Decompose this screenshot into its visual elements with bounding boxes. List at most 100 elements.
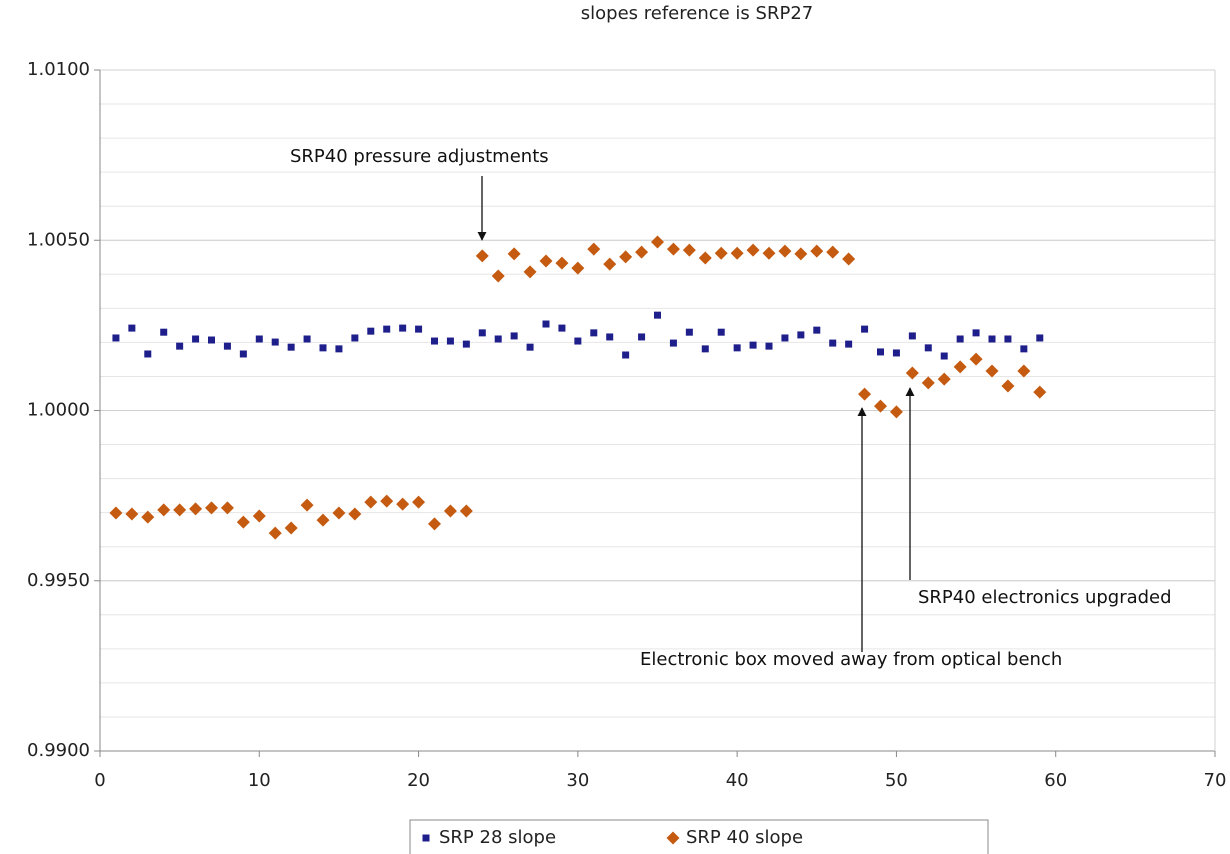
square-marker bbox=[558, 324, 566, 332]
diamond-marker bbox=[1033, 385, 1047, 399]
square-marker bbox=[271, 338, 279, 346]
diamond-marker bbox=[412, 495, 426, 509]
diamond-marker bbox=[603, 257, 617, 271]
diamond-marker bbox=[714, 246, 728, 260]
y-tick-label: 0.9900 bbox=[27, 740, 90, 761]
square-marker bbox=[685, 328, 693, 336]
diamond-marker bbox=[1017, 364, 1031, 378]
square-marker bbox=[908, 332, 916, 340]
diamond-marker bbox=[666, 831, 680, 845]
x-tick-label: 0 bbox=[94, 770, 105, 791]
square-marker bbox=[892, 349, 900, 357]
diamond-marker bbox=[778, 244, 792, 258]
diamond-marker bbox=[300, 498, 314, 512]
diamond-marker bbox=[794, 247, 808, 261]
square-marker bbox=[239, 350, 247, 358]
diamond-marker bbox=[651, 235, 664, 249]
diamond-marker bbox=[730, 246, 744, 260]
diamond-marker bbox=[698, 251, 712, 265]
square-marker bbox=[542, 320, 550, 328]
square-marker bbox=[861, 325, 869, 333]
diamond-marker bbox=[348, 507, 362, 521]
square-marker bbox=[478, 329, 486, 337]
square-marker bbox=[494, 335, 502, 343]
annotation: SRP40 pressure adjustments bbox=[290, 146, 549, 167]
diamond-marker bbox=[141, 510, 155, 524]
diamond-marker bbox=[396, 497, 410, 511]
diamond-marker bbox=[889, 405, 903, 419]
legend-label: SRP 28 slope bbox=[439, 827, 556, 848]
square-marker bbox=[319, 344, 327, 352]
square-marker bbox=[422, 834, 430, 842]
diamond-marker bbox=[284, 521, 298, 535]
diamond-marker bbox=[937, 372, 951, 386]
diamond-marker bbox=[332, 506, 346, 520]
diamond-marker bbox=[555, 256, 569, 270]
diamond-marker bbox=[953, 360, 967, 374]
diamond-marker bbox=[157, 503, 171, 517]
diamond-marker bbox=[985, 364, 999, 378]
square-marker bbox=[176, 342, 184, 350]
square-marker bbox=[781, 334, 789, 342]
square-marker bbox=[829, 339, 837, 347]
square-marker bbox=[255, 335, 263, 343]
diamond-marker bbox=[826, 245, 840, 259]
square-marker bbox=[845, 340, 853, 348]
square-marker bbox=[446, 337, 454, 345]
diamond-marker bbox=[746, 243, 760, 257]
square-marker bbox=[510, 332, 518, 340]
annotation: SRP40 electronics upgraded bbox=[918, 587, 1172, 608]
x-tick-label: 60 bbox=[1044, 770, 1067, 791]
diamond-marker bbox=[475, 249, 489, 263]
square-marker bbox=[797, 331, 805, 339]
diamond-marker bbox=[380, 494, 394, 508]
square-marker bbox=[622, 351, 630, 359]
square-marker bbox=[144, 350, 152, 358]
legend: SRP 28 slope SRP 40 slope bbox=[422, 827, 803, 848]
square-marker bbox=[1004, 335, 1012, 343]
square-marker bbox=[940, 352, 948, 360]
square-marker bbox=[431, 337, 438, 345]
square-marker bbox=[192, 335, 200, 343]
x-tick-label: 70 bbox=[1204, 770, 1227, 791]
square-marker bbox=[590, 329, 598, 337]
x-tick-label: 20 bbox=[407, 770, 430, 791]
diamond-marker bbox=[666, 242, 680, 256]
diamond-marker bbox=[252, 509, 266, 523]
diamond-marker bbox=[905, 366, 919, 380]
square-marker bbox=[717, 328, 725, 336]
diamond-marker bbox=[810, 244, 824, 258]
diamond-marker bbox=[491, 269, 505, 283]
diamond-marker bbox=[173, 503, 187, 517]
diamond-marker bbox=[189, 502, 203, 516]
diamond-marker bbox=[428, 517, 441, 531]
square-marker bbox=[287, 343, 295, 351]
square-marker bbox=[128, 324, 136, 332]
square-marker bbox=[160, 328, 168, 336]
square-marker bbox=[399, 324, 407, 332]
square-marker bbox=[606, 333, 614, 341]
marks bbox=[109, 235, 1047, 540]
square-marker bbox=[223, 342, 231, 350]
diamond-marker bbox=[523, 265, 537, 279]
diamond-marker bbox=[1001, 379, 1015, 393]
diamond-marker bbox=[842, 252, 856, 266]
square-marker bbox=[877, 348, 884, 356]
diamond-marker bbox=[364, 495, 378, 509]
diamond-marker bbox=[571, 261, 585, 275]
diamond-marker bbox=[443, 504, 457, 518]
square-marker bbox=[1036, 334, 1044, 342]
square-marker bbox=[749, 341, 757, 349]
square-marker bbox=[813, 326, 821, 334]
square-marker bbox=[335, 345, 343, 353]
legend-label: SRP 40 slope bbox=[686, 827, 803, 848]
x-tick-label: 40 bbox=[726, 770, 749, 791]
square-marker bbox=[701, 345, 709, 353]
diamond-marker bbox=[268, 526, 282, 540]
square-marker bbox=[303, 335, 311, 343]
diamond-marker bbox=[507, 247, 521, 261]
square-marker bbox=[638, 333, 646, 341]
y-tick-label: 1.0050 bbox=[27, 229, 90, 250]
square-marker bbox=[733, 344, 741, 352]
square-marker bbox=[112, 334, 120, 342]
